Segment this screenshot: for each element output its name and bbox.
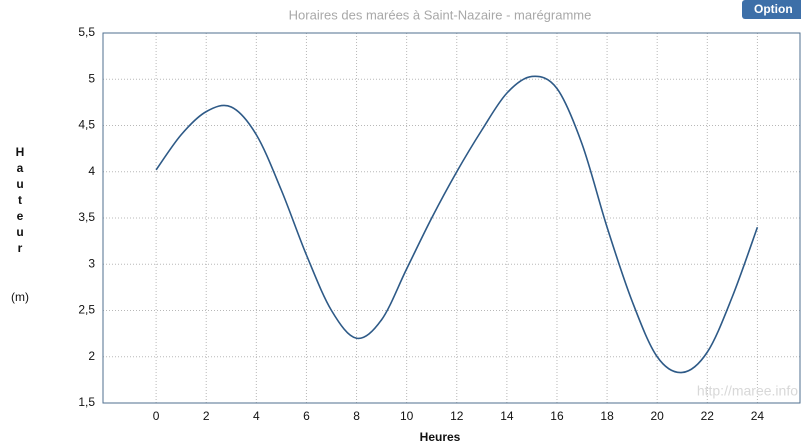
plot-frame bbox=[102, 32, 801, 404]
x-tick-label: 22 bbox=[701, 409, 715, 423]
options-button[interactable] bbox=[742, 0, 801, 19]
y-tick-label: 1,5 bbox=[78, 395, 95, 409]
y-axis-label: Hauteur bbox=[13, 145, 27, 257]
y-tick-label: 3,5 bbox=[78, 210, 95, 224]
y-tick-label: 4,5 bbox=[78, 118, 95, 132]
y-tick-label: 2,5 bbox=[78, 303, 95, 317]
x-tick-label: 16 bbox=[550, 409, 564, 423]
x-tick-label: 20 bbox=[651, 409, 665, 423]
x-tick-label: 0 bbox=[153, 409, 160, 423]
watermark: http://maree.info bbox=[697, 383, 798, 399]
x-tick-label: 24 bbox=[751, 409, 765, 423]
y-tick-label: 5,5 bbox=[78, 25, 95, 39]
y-tick-label: 3 bbox=[88, 256, 95, 270]
x-tick-label: 8 bbox=[353, 409, 360, 423]
x-tick-label: 12 bbox=[450, 409, 464, 423]
y-tick-label: 4 bbox=[88, 164, 95, 178]
options-label[interactable]: Option bbox=[754, 2, 793, 16]
x-axis-label: Heures bbox=[420, 430, 461, 444]
x-tick-label: 6 bbox=[303, 409, 310, 423]
x-tick-label: 2 bbox=[203, 409, 210, 423]
x-tick-label: 10 bbox=[400, 409, 414, 423]
y-axis-unit: (m) bbox=[11, 290, 29, 304]
y-tick-label: 5 bbox=[88, 71, 95, 85]
x-tick-label: 14 bbox=[500, 409, 514, 423]
x-tick-label: 18 bbox=[600, 409, 614, 423]
x-tick-label: 4 bbox=[253, 409, 260, 423]
tide-curve bbox=[155, 75, 759, 374]
chart-title: Horaires des marées à Saint-Nazaire - ma… bbox=[289, 7, 592, 22]
y-tick-label: 2 bbox=[88, 349, 95, 363]
